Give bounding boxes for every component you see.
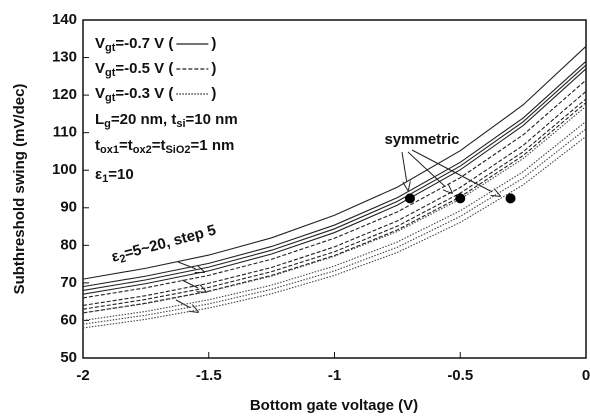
subscript: ox2 [133, 144, 152, 156]
text-part: =1 nm [191, 137, 235, 154]
annotation: symmetric [384, 131, 459, 148]
line [82, 120, 587, 321]
text-part: =-0.5 V ( [115, 60, 173, 77]
y-tick-label: 120 [52, 86, 77, 103]
line [82, 64, 587, 291]
point [455, 193, 466, 204]
y-tick-label: 80 [60, 236, 77, 253]
legend-close: ) [211, 35, 216, 52]
line [82, 79, 587, 299]
point [505, 193, 516, 204]
y-tick-label: 70 [60, 274, 77, 291]
text-part: =10 [108, 166, 133, 183]
subscript: gt [105, 92, 116, 104]
line [82, 68, 587, 295]
text-part: =-0.7 V ( [115, 35, 173, 52]
annotation: ε2=5~20, step 5 [110, 221, 219, 267]
text-part: =20 nm, t [111, 111, 176, 128]
y-tick-label: 100 [52, 161, 77, 178]
arrow [175, 299, 198, 312]
y-tick-label: 60 [60, 311, 77, 328]
line [82, 135, 587, 329]
x-tick-label: -1 [328, 367, 341, 384]
annotation: Vgt=-0.3 V ( [95, 85, 173, 104]
legend-close: ) [211, 85, 216, 102]
line [82, 45, 587, 280]
text-part: =-0.3 V ( [115, 85, 173, 102]
text-part: =t [152, 137, 166, 154]
annotation: tox1=tox2=tSiO2=1 nm [95, 137, 234, 156]
text-part: V [95, 85, 105, 102]
subscript: gt [105, 42, 116, 54]
arrow [411, 149, 500, 196]
subscript: g [104, 118, 111, 130]
arrow [181, 279, 206, 292]
text-part: ε [95, 166, 102, 183]
y-tick-label: 110 [53, 124, 77, 141]
x-axis-label: Bottom gate voltage (V) [250, 397, 418, 414]
legend-close: ) [211, 60, 216, 77]
annotation: Vgt=-0.7 V ( [95, 35, 173, 54]
annotation: Vgt=-0.5 V ( [95, 60, 173, 79]
line [82, 128, 587, 325]
arrow [401, 151, 408, 190]
text-part: =10 nm [186, 111, 238, 128]
point [404, 193, 415, 204]
text-part: L [95, 111, 104, 128]
annotation: Lg=20 nm, tsi=10 nm [95, 111, 238, 130]
line [82, 98, 587, 310]
line [82, 90, 587, 306]
subscript: si [176, 118, 185, 130]
y-tick-label: 90 [60, 199, 77, 216]
line [82, 60, 587, 288]
x-tick-label: -1.5 [196, 367, 222, 384]
y-tick-label: 140 [52, 11, 77, 28]
subscript: gt [105, 67, 116, 79]
subscript: 2 [118, 253, 127, 266]
subscript: SiO2 [165, 144, 190, 156]
x-tick-label: -2 [76, 367, 89, 384]
text-part: V [95, 60, 105, 77]
text-part: ε [110, 247, 121, 265]
text-part: t [95, 137, 100, 154]
y-tick-label: 50 [60, 349, 77, 366]
subscript: ox1 [100, 144, 119, 156]
subscript: 1 [102, 173, 108, 185]
line [82, 105, 587, 314]
x-tick-label: 0 [582, 367, 590, 384]
annotation: ε1=10 [95, 166, 134, 185]
y-axis-label: Subthreshold swing (mV/dec) [11, 84, 28, 295]
text-part: =t [119, 137, 133, 154]
y-tick-label: 130 [52, 49, 77, 66]
x-tick-label: -0.5 [447, 367, 473, 384]
text-part: V [95, 35, 105, 52]
